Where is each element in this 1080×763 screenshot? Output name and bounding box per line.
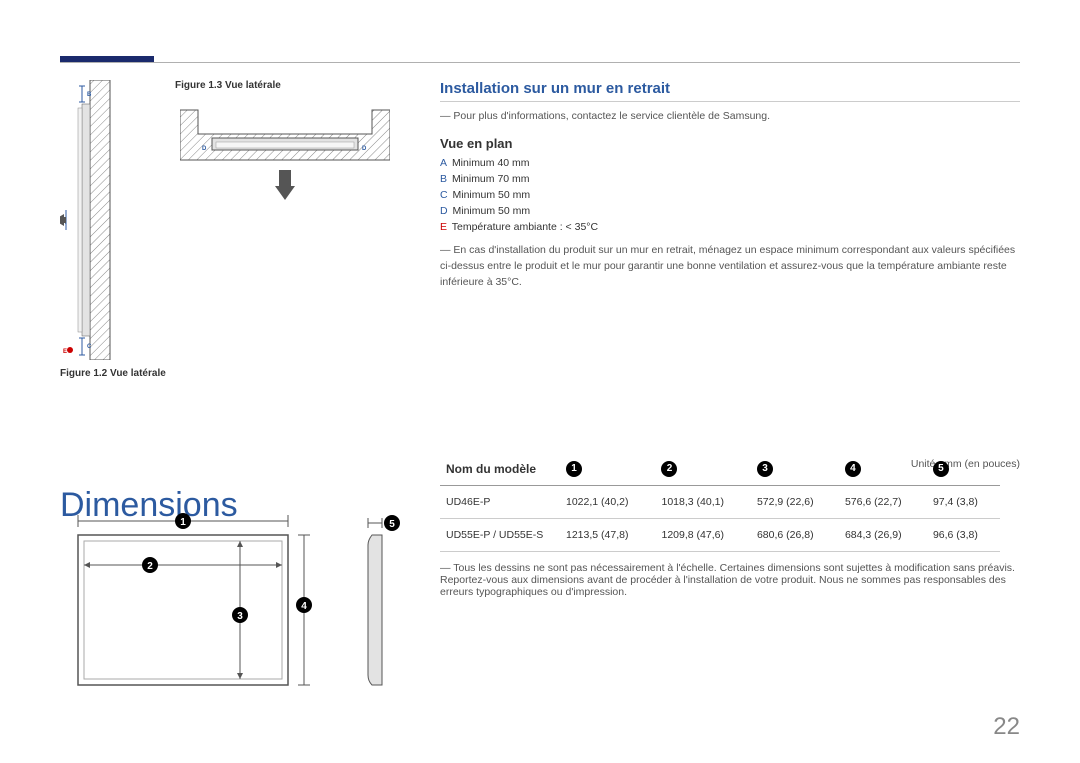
svg-text:D: D [202, 146, 207, 152]
svg-text:1: 1 [180, 517, 186, 528]
cell: 680,6 (26,8) [751, 519, 839, 552]
figure-1-3-caption: Figure 1.3 Vue latérale [175, 80, 281, 91]
svg-text:3: 3 [237, 611, 243, 622]
cell-model: UD46E-P [440, 486, 560, 519]
spec-a-key: A [440, 157, 447, 169]
spec-c-key: C [440, 189, 448, 201]
cell: 1209,8 (47,6) [655, 519, 750, 552]
svg-text:D: D [362, 146, 367, 152]
header-rule [60, 62, 1020, 63]
circ-4-icon: 4 [845, 461, 861, 477]
dimensions-table-block: Unité : mm (en pouces) Nom du modèle 1 2… [440, 458, 1020, 598]
cell: 96,6 (3,8) [927, 519, 1000, 552]
svg-text:B: B [87, 92, 92, 98]
th-c2: 2 [655, 452, 750, 486]
cell: 576,6 (22,7) [839, 486, 927, 519]
cell: 1022,1 (40,2) [560, 486, 655, 519]
svg-text:4: 4 [301, 601, 307, 612]
install-section: Installation sur un mur en retrait Pour … [440, 80, 1020, 304]
spec-a: A Minimum 40 mm [440, 157, 1020, 169]
circ-5-icon: 5 [933, 461, 949, 477]
svg-text:2: 2 [147, 561, 153, 572]
spec-e-value: Température ambiante : < 35°C [452, 221, 598, 233]
table-footnote: Tous les dessins ne sont pas nécessairem… [440, 562, 1020, 598]
spec-c-value: Minimum 50 mm [453, 189, 531, 201]
svg-text:5: 5 [389, 519, 395, 530]
th-model: Nom du modèle [440, 452, 560, 486]
cell-model: UD55E-P / UD55E-S [440, 519, 560, 552]
spec-a-value: Minimum 40 mm [452, 157, 530, 169]
table-row: UD55E-P / UD55E-S 1213,5 (47,8) 1209,8 (… [440, 519, 1000, 552]
circ-2-icon: 2 [661, 461, 677, 477]
cell: 684,3 (26,9) [839, 519, 927, 552]
spec-d-value: Minimum 50 mm [453, 205, 531, 217]
spec-b: B Minimum 70 mm [440, 173, 1020, 185]
plan-view-heading: Vue en plan [440, 136, 1020, 151]
install-heading: Installation sur un mur en retrait [440, 80, 1020, 102]
circ-3-icon: 3 [757, 461, 773, 477]
cell: 97,4 (3,8) [927, 486, 1000, 519]
table-row: UD46E-P 1022,1 (40,2) 1018,3 (40,1) 572,… [440, 486, 1000, 519]
svg-text:E: E [63, 349, 67, 355]
dimensions-diagram: 1 2 3 4 5 [60, 505, 400, 720]
cell: 1018,3 (40,1) [655, 486, 750, 519]
install-warning: En cas d'installation du produit sur un … [440, 243, 1020, 290]
spec-e-key: E [440, 221, 447, 233]
svg-text:C: C [87, 344, 92, 350]
install-contact-note: Pour plus d'informations, contactez le s… [440, 110, 1020, 122]
cell: 572,9 (22,6) [751, 486, 839, 519]
spec-d-key: D [440, 205, 448, 217]
page-number: 22 [993, 713, 1020, 741]
spec-e: E Température ambiante : < 35°C [440, 221, 1020, 233]
cell: 1213,5 (47,8) [560, 519, 655, 552]
spec-c: C Minimum 50 mm [440, 189, 1020, 201]
figure-1-2-diagram: B A C E [60, 80, 115, 360]
circ-1-icon: 1 [566, 461, 582, 477]
spec-b-value: Minimum 70 mm [452, 173, 530, 185]
figure-1-2-caption: Figure 1.2 Vue latérale [60, 368, 166, 379]
spec-b-key: B [440, 173, 447, 185]
figure-1-3-diagram: D D [180, 100, 390, 210]
th-c1: 1 [560, 452, 655, 486]
spec-d: D Minimum 50 mm [440, 205, 1020, 217]
th-c3: 3 [751, 452, 839, 486]
